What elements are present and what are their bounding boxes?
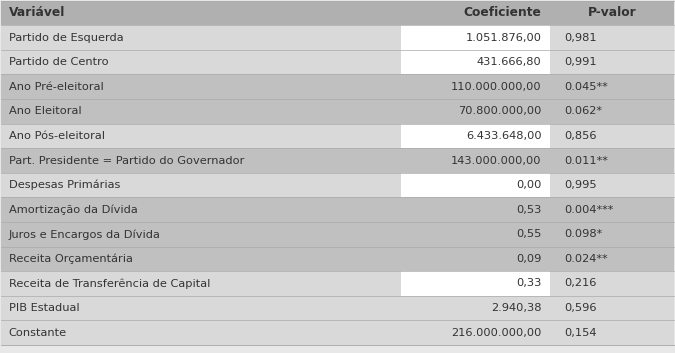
Text: Amortização da Dívida: Amortização da Dívida [9, 204, 138, 215]
Bar [402, 50, 549, 74]
Bar [402, 320, 549, 345]
Text: Part. Presidente = Partido do Governador: Part. Presidente = Partido do Governador [9, 156, 244, 166]
Text: P-valor: P-valor [588, 6, 637, 19]
Text: 0,00: 0,00 [516, 180, 541, 190]
Bar [1, 296, 674, 320]
Text: 0,596: 0,596 [564, 303, 597, 313]
Text: 0.024**: 0.024** [564, 254, 608, 264]
Bar [1, 320, 674, 345]
Text: Partido de Centro: Partido de Centro [9, 57, 109, 67]
Text: 1.051.876,00: 1.051.876,00 [466, 32, 541, 43]
Text: 0,216: 0,216 [564, 279, 597, 288]
Bar [1, 1, 674, 25]
Bar [402, 99, 549, 124]
Text: 0.011**: 0.011** [564, 156, 608, 166]
Bar [1, 50, 674, 74]
Text: Coeficiente: Coeficiente [464, 6, 541, 19]
Bar [1, 173, 674, 197]
Bar [402, 124, 549, 148]
Text: Ano Eleitoral: Ano Eleitoral [9, 106, 82, 116]
Text: 0,991: 0,991 [564, 57, 597, 67]
Bar [1, 25, 674, 50]
Text: Partido de Esquerda: Partido de Esquerda [9, 32, 124, 43]
Text: 6.433.648,00: 6.433.648,00 [466, 131, 541, 141]
Bar [402, 296, 549, 320]
Text: Variável: Variável [9, 6, 65, 19]
Text: Despesas Primárias: Despesas Primárias [9, 180, 120, 190]
Text: 0.062*: 0.062* [564, 106, 603, 116]
Text: 0.004***: 0.004*** [564, 205, 614, 215]
Text: Ano Pré-eleitoral: Ano Pré-eleitoral [9, 82, 103, 92]
Text: 110.000.000,00: 110.000.000,00 [451, 82, 541, 92]
Bar [402, 25, 549, 50]
Text: 143.000.000,00: 143.000.000,00 [451, 156, 541, 166]
Text: PIB Estadual: PIB Estadual [9, 303, 80, 313]
Text: 0,981: 0,981 [564, 32, 597, 43]
Bar [1, 247, 674, 271]
Text: 0,856: 0,856 [564, 131, 597, 141]
Text: 2.940,38: 2.940,38 [491, 303, 541, 313]
Bar [402, 74, 549, 99]
Text: 0.098*: 0.098* [564, 229, 603, 239]
Text: Constante: Constante [9, 328, 67, 337]
Text: Ano Pós-eleitoral: Ano Pós-eleitoral [9, 131, 105, 141]
Text: 0,995: 0,995 [564, 180, 597, 190]
Text: Juros e Encargos da Dívida: Juros e Encargos da Dívida [9, 229, 161, 240]
Bar [1, 222, 674, 247]
Bar [1, 197, 674, 222]
Text: 216.000.000,00: 216.000.000,00 [451, 328, 541, 337]
Bar [1, 99, 674, 124]
Text: 0,53: 0,53 [516, 205, 541, 215]
Text: Receita de Transferência de Capital: Receita de Transferência de Capital [9, 278, 210, 289]
Text: 431.666,80: 431.666,80 [477, 57, 541, 67]
Bar [1, 271, 674, 296]
Text: Receita Orçamentária: Receita Orçamentária [9, 253, 133, 264]
Bar [402, 247, 549, 271]
Bar [1, 74, 674, 99]
Bar [402, 1, 549, 25]
Text: 0,154: 0,154 [564, 328, 597, 337]
Bar [402, 222, 549, 247]
Bar [1, 148, 674, 173]
Text: 0,33: 0,33 [516, 279, 541, 288]
Bar [402, 148, 549, 173]
Text: 0.045**: 0.045** [564, 82, 608, 92]
Bar [402, 271, 549, 296]
Text: 70.800.000,00: 70.800.000,00 [458, 106, 541, 116]
Bar [1, 124, 674, 148]
Bar [402, 173, 549, 197]
Text: 0,55: 0,55 [516, 229, 541, 239]
Bar [402, 197, 549, 222]
Text: 0,09: 0,09 [516, 254, 541, 264]
